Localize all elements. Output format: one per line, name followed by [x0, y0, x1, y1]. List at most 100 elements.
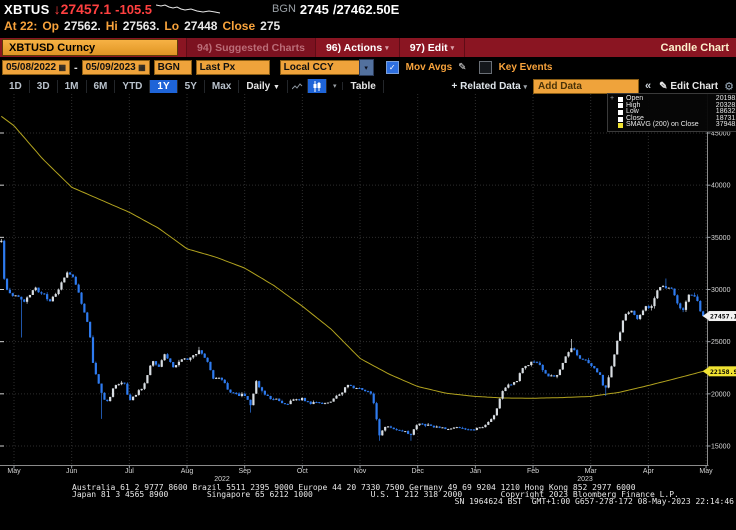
svg-text:Sep: Sep — [238, 468, 251, 475]
date-range-dash: - — [74, 61, 78, 74]
period-dropdown[interactable]: Daily ▼ — [239, 79, 288, 93]
candle-chart-icon — [313, 80, 321, 92]
candles-layer — [0, 238, 705, 441]
svg-text:40000: 40000 — [711, 183, 731, 190]
chart-legend[interactable]: + Open 20198.54 High 20328.19 Low 18632.… — [607, 93, 736, 132]
chevron-down-icon: ▼ — [273, 83, 280, 91]
chevron-down-icon: ▾ — [385, 45, 389, 52]
svg-text:20000: 20000 — [711, 391, 731, 398]
footer-contacts-line2: Japan 81 3 4565 8900 Singapore 65 6212 1… — [72, 490, 679, 499]
last-price-badge: 27457.11 — [702, 311, 736, 322]
last-price: ↓27457.1 — [53, 1, 112, 17]
svg-text:May: May — [699, 468, 713, 475]
legend-expand-icon[interactable]: + — [610, 95, 615, 102]
svg-text:Oct: Oct — [297, 468, 308, 475]
table-button[interactable]: Table — [343, 79, 384, 93]
line-chart-type-button[interactable] — [288, 79, 308, 93]
svg-text:Jan: Jan — [470, 468, 481, 475]
svg-text:May: May — [7, 468, 21, 475]
menu-actions[interactable]: 96) Actions ▾ — [316, 38, 400, 57]
at-label: At 22: — [4, 18, 38, 33]
high-swatch — [618, 103, 623, 109]
low-value: 27448 — [184, 18, 218, 33]
tab-max[interactable]: Max — [205, 79, 240, 93]
chevron-down-icon: ▾ — [364, 64, 368, 72]
legend-row-open: Open 20198.54 — [618, 95, 736, 103]
down-arrow-icon: ↓ — [53, 1, 61, 17]
tab-1d[interactable]: 1D — [2, 79, 30, 93]
calendar-icon[interactable]: ▦ — [58, 63, 66, 72]
legend-row-smavg: SMAVG (200) on Close 37948.23 — [618, 122, 736, 129]
range-tab-bar: 1D 3D 1M 6M YTD 1Y 5Y Max Daily ▼ ▾ Tabl… — [2, 78, 734, 94]
collapse-panel-icon[interactable]: « — [645, 80, 652, 92]
chevron-down-icon: ▾ — [523, 83, 528, 91]
ohlc-line: At 22: Op 27562. Hi 27563. Lo 27448 Clos… — [4, 18, 280, 33]
tab-1y[interactable]: 1Y — [150, 79, 178, 93]
tab-3d[interactable]: 3D — [30, 79, 58, 93]
mov-avgs-label[interactable]: Mov Avgs — [405, 62, 453, 73]
line-chart-icon — [291, 82, 303, 89]
pencil-icon[interactable]: ✎ — [458, 62, 467, 73]
smavg-line — [1, 115, 704, 399]
chart-type-dropdown[interactable]: ▾ — [327, 82, 344, 90]
menu-edit[interactable]: 97) Edit ▾ — [400, 38, 466, 57]
check-icon: ✓ — [388, 63, 396, 72]
pencil-icon: ✎ — [659, 80, 668, 92]
function-titlebar: XBTUSD Curncy 94) Suggested Charts 96) A… — [0, 38, 736, 57]
smavg-swatch — [618, 123, 623, 129]
chart-toolbar: 05/08/2022 ▦ - 05/09/2023 ▦ BGN Last Px … — [2, 59, 552, 76]
svg-text:Feb: Feb — [527, 468, 539, 475]
svg-text:2022: 2022 — [214, 476, 230, 483]
menu-suggested-charts[interactable]: 94) Suggested Charts — [186, 38, 316, 57]
source-field[interactable]: BGN — [153, 60, 192, 75]
low-label: Lo — [164, 18, 180, 33]
svg-text:35000: 35000 — [711, 235, 731, 242]
close-swatch — [618, 116, 623, 122]
currency-dropdown-button[interactable]: ▾ — [358, 59, 374, 76]
footer-contacts-line1: Australia 61 2 9777 8600 Brazil 5511 239… — [72, 483, 636, 492]
svg-text:Apr: Apr — [643, 468, 655, 475]
svg-text:Jun: Jun — [66, 468, 77, 475]
ticker: XBTUS — [4, 1, 50, 17]
chevron-down-icon: ▾ — [332, 83, 337, 90]
chevron-down-icon: ▾ — [450, 45, 455, 52]
pricing-source: BGN — [272, 3, 296, 15]
svg-text:22158.93: 22158.93 — [710, 368, 736, 376]
tab-1m[interactable]: 1M — [58, 79, 87, 93]
price-type-field[interactable]: Last Px — [195, 60, 270, 75]
candle-chart-type-button[interactable] — [307, 79, 327, 93]
security-field[interactable]: XBTUSD Curncy — [2, 39, 178, 56]
tab-5y[interactable]: 5Y — [178, 79, 205, 93]
svg-text:Jul: Jul — [125, 468, 134, 475]
tab-ytd[interactable]: YTD — [115, 79, 151, 93]
svg-text:Dec: Dec — [411, 468, 424, 475]
mov-avgs-checkbox[interactable]: ✓ — [385, 61, 399, 74]
related-data-button[interactable]: + Related Data ▾ — [451, 80, 528, 92]
edit-chart-button[interactable]: ✎ Edit Chart — [659, 80, 719, 92]
quote-header: XBTUS ↓27457.1 -105.5 BGN 2745 /27462.50… — [4, 1, 399, 17]
date-from-field[interactable]: 05/08/2022 ▦ — [2, 60, 70, 75]
high-label: Hi — [105, 18, 118, 33]
svg-text:45000: 45000 — [711, 131, 731, 138]
price-chart[interactable]: 45000 40000 35000 30000 25000 20000 15000 May Ju… — [0, 92, 736, 484]
footer-terminal-id: SN 1964624 BST GMT+1:00 G657-278-172 08-… — [454, 497, 734, 506]
low-swatch — [618, 109, 623, 115]
sparkline-icon — [156, 3, 221, 13]
key-events-checkbox[interactable] — [478, 61, 492, 74]
add-data-input[interactable]: Add Data — [533, 78, 640, 94]
close-label: Close — [222, 18, 256, 33]
open-swatch — [618, 96, 623, 102]
svg-text:2023: 2023 — [577, 476, 593, 483]
gridlines — [0, 94, 708, 466]
svg-text:Aug: Aug — [181, 468, 194, 475]
close-value: 275 — [260, 18, 281, 33]
currency-field[interactable]: Local CCY — [279, 60, 360, 75]
svg-text:Nov: Nov — [354, 468, 367, 475]
date-to-field[interactable]: 05/09/2023 ▦ — [81, 60, 150, 75]
key-events-label[interactable]: Key Events — [498, 62, 553, 73]
candle-chart-canvas: 45000 40000 35000 30000 25000 20000 15000 May Ju… — [0, 94, 736, 483]
gear-icon[interactable]: ⚙ — [724, 80, 734, 93]
smavg-value-badge: 22158.93 — [702, 366, 736, 377]
calendar-icon[interactable]: ▦ — [138, 63, 146, 72]
tab-6m[interactable]: 6M — [87, 79, 116, 93]
